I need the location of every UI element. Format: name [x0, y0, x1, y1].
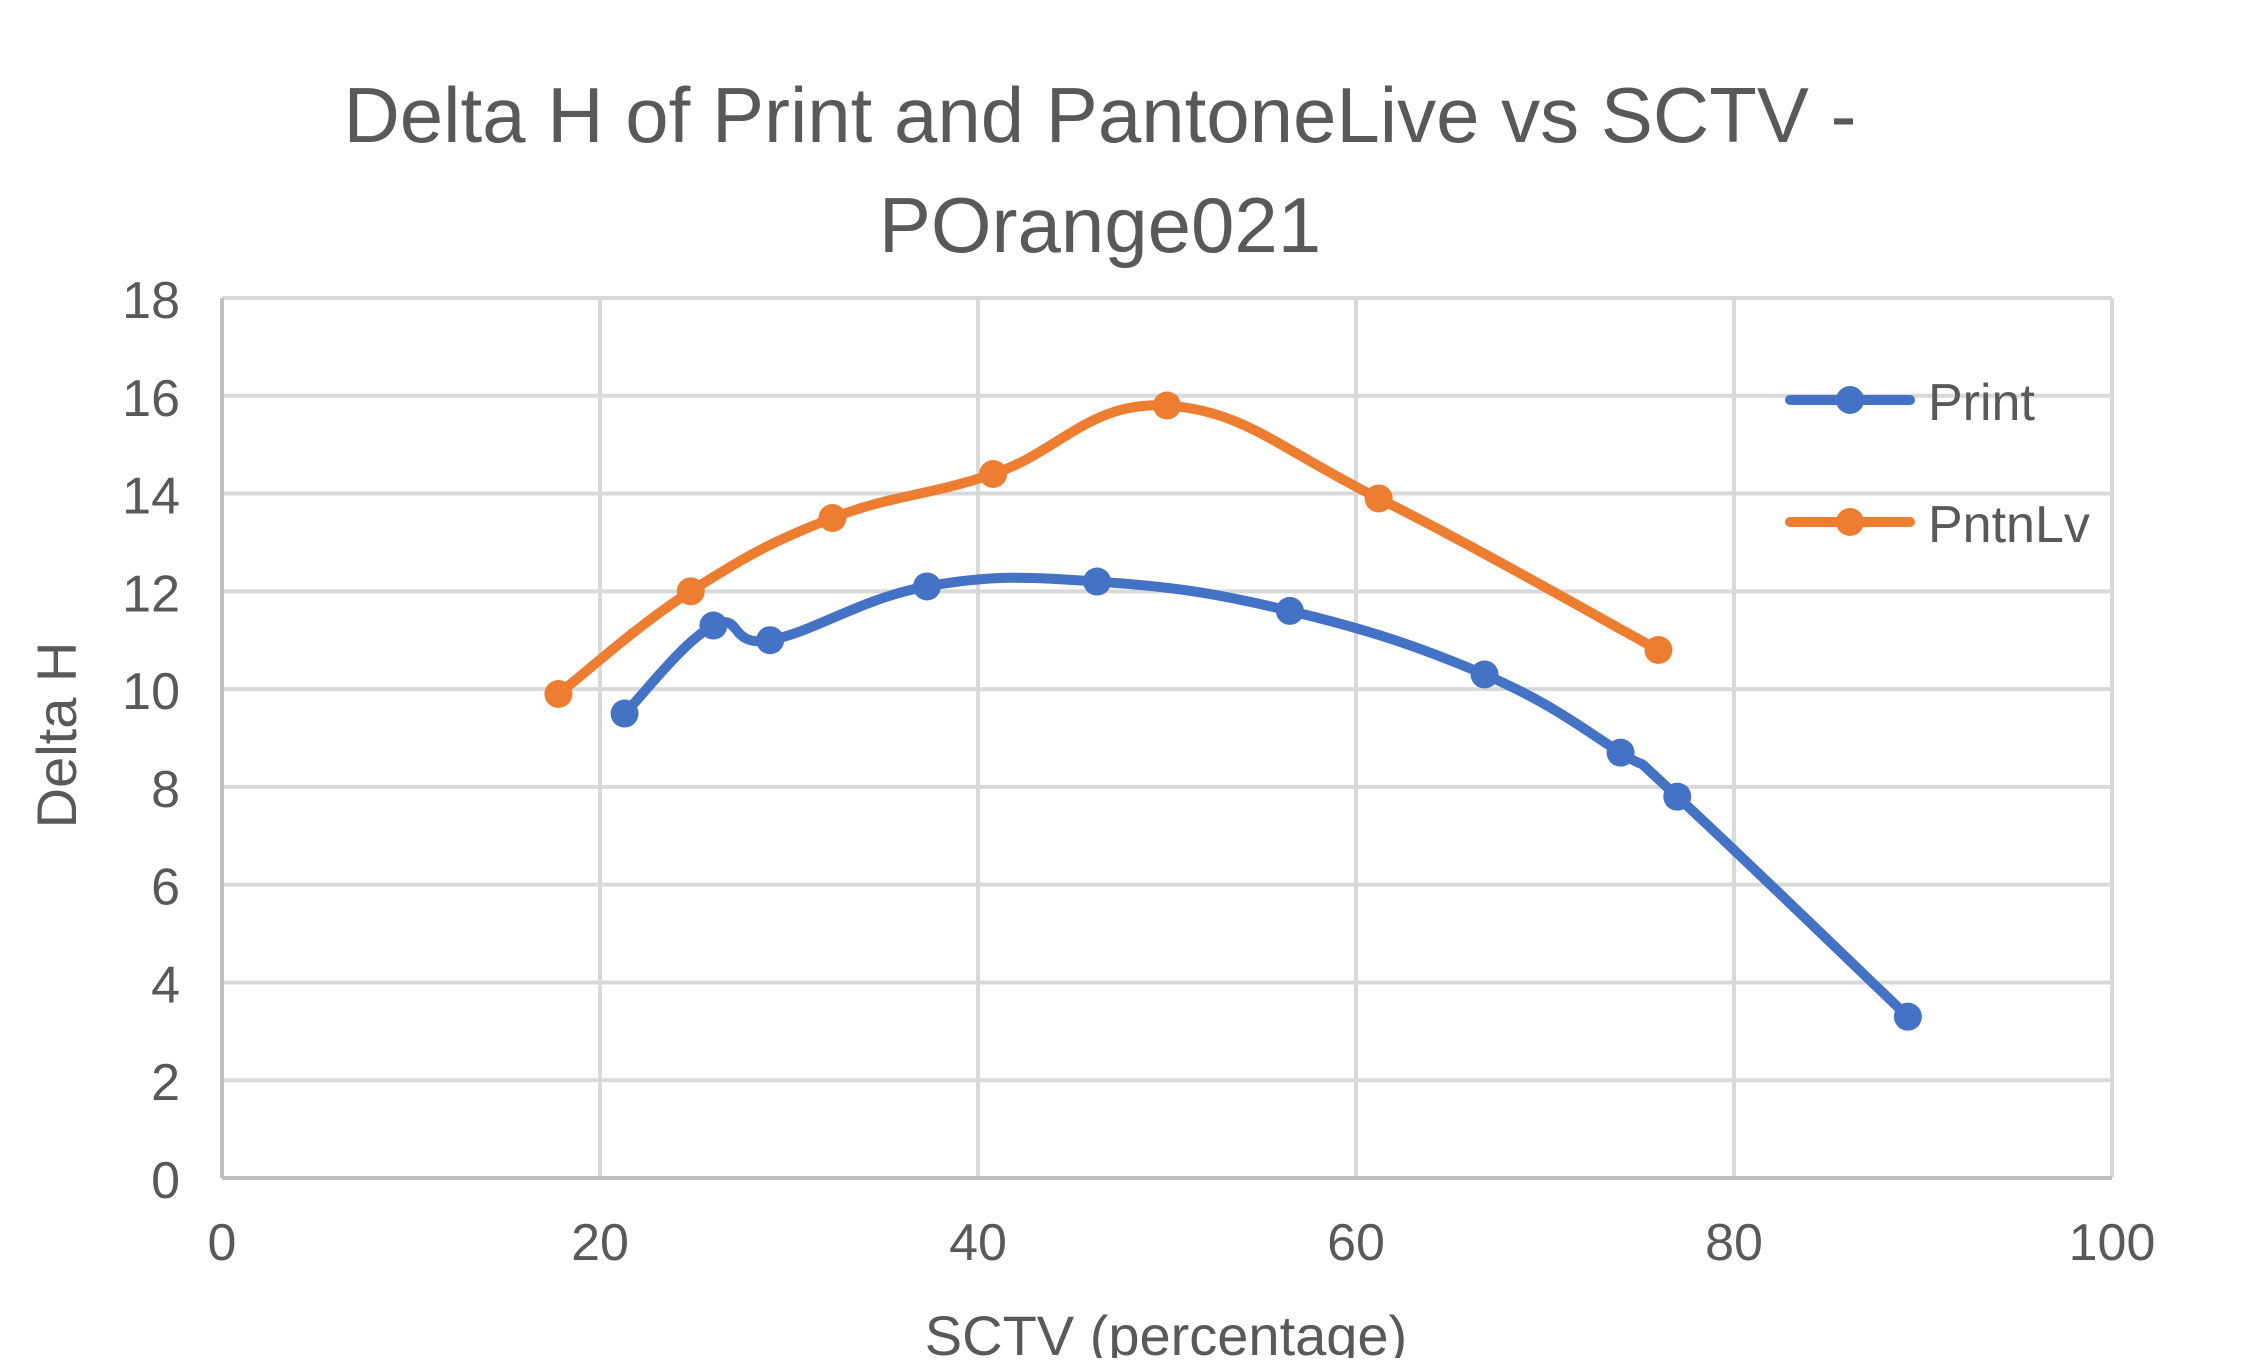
- y-tick-label: 18: [122, 272, 180, 330]
- axes: [220, 298, 2112, 1180]
- legend-label: Print: [1928, 374, 2035, 432]
- data-point: [699, 611, 728, 640]
- x-tick-label: 100: [2069, 1214, 2156, 1272]
- x-tick-label: 60: [1327, 1214, 1385, 1272]
- series-print: [610, 567, 1922, 1031]
- data-point: [1644, 636, 1673, 664]
- data-point: [1606, 738, 1635, 767]
- data-point: [756, 626, 785, 655]
- data-point: [912, 572, 941, 601]
- data-point: [610, 699, 639, 728]
- series: [544, 391, 1922, 1031]
- data-point: [1083, 567, 1112, 596]
- data-point: [1470, 660, 1499, 689]
- data-point: [1153, 391, 1181, 420]
- y-tick-label: 0: [151, 1152, 180, 1210]
- data-point: [1364, 484, 1393, 513]
- data-point: [1893, 1002, 1922, 1031]
- legend-label: PntnLv: [1928, 496, 2090, 554]
- chart-title-line-1: Delta H of Print and PantoneLive vs SCTV…: [343, 71, 1856, 159]
- x-tick-labels: 0 20 40 60 80 100: [208, 1214, 2156, 1272]
- y-tick-label: 4: [151, 956, 180, 1014]
- legend: Print PntnLv: [1785, 374, 2090, 554]
- gridlines: [222, 296, 2114, 1178]
- y-tick-label: 6: [151, 859, 180, 917]
- y-tick-labels: 0 2 4 6 8 10 12 14 16 18: [122, 272, 180, 1210]
- data-point: [544, 680, 573, 708]
- x-tick-label: 80: [1705, 1214, 1763, 1272]
- data-point: [1275, 596, 1304, 625]
- x-tick-label: 0: [208, 1214, 237, 1272]
- series-line: [619, 572, 1913, 1022]
- data-point: [1663, 782, 1692, 811]
- chart-title-line-2: POrange021: [879, 181, 1321, 269]
- data-point: [818, 504, 847, 532]
- y-axis-label: Delta H: [25, 642, 88, 829]
- y-tick-label: 12: [122, 565, 180, 623]
- series-pntnlv: [544, 391, 1673, 708]
- x-tick-label: 20: [571, 1214, 629, 1272]
- y-tick-label: 8: [151, 761, 180, 819]
- data-point: [979, 460, 1008, 488]
- legend-item-pntnlv: PntnLv: [1785, 496, 2090, 554]
- legend-item-print: Print: [1785, 374, 2035, 432]
- x-tick-label: 40: [949, 1214, 1007, 1272]
- y-tick-label: 10: [122, 663, 180, 721]
- legend-swatch-marker: [1836, 508, 1864, 536]
- y-tick-label: 16: [122, 370, 180, 428]
- legend-swatch-marker: [1836, 386, 1864, 414]
- y-tick-label: 14: [122, 468, 180, 526]
- y-tick-label: 2: [151, 1054, 180, 1112]
- x-axis-label: SCTV (percentage): [925, 1304, 1407, 1358]
- data-point: [676, 577, 705, 606]
